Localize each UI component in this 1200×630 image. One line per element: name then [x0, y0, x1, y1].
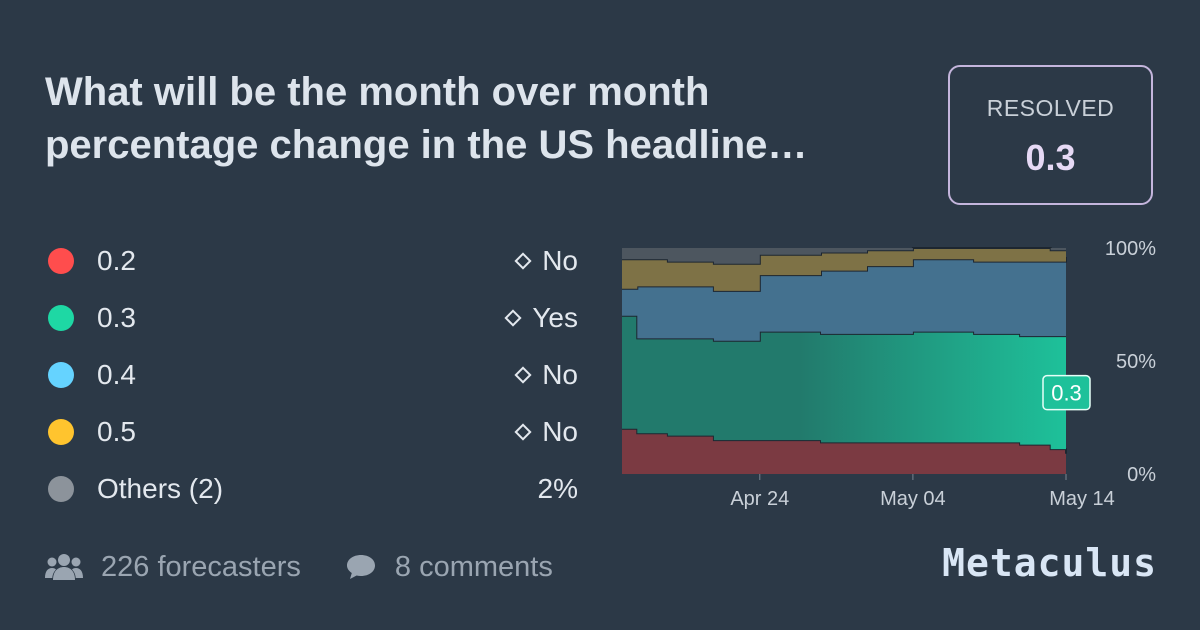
- resolution-label: RESOLVED: [986, 95, 1115, 121]
- option-row-0-3[interactable]: 0.3 Yes: [48, 289, 580, 346]
- option-row-0-2[interactable]: 0.2 No: [48, 232, 580, 289]
- option-status-text: Yes: [532, 302, 578, 333]
- option-label: 0.2: [97, 245, 136, 276]
- options-legend: 0.2 No 0.3 Yes 0.4 No 0.5 No Others (2): [48, 232, 580, 517]
- option-color-dot: [48, 362, 74, 388]
- option-status: No: [514, 359, 578, 391]
- highlight-label: 0.3: [1051, 381, 1082, 406]
- x-tick-label: May 04: [880, 488, 946, 510]
- option-row-0-5[interactable]: 0.5 No: [48, 403, 580, 460]
- stats-footer: 226 forecasters 8 comments: [45, 545, 597, 589]
- option-status-text: No: [542, 416, 578, 447]
- option-color-dot: [48, 476, 74, 502]
- diamond-icon: [514, 252, 532, 270]
- question-title[interactable]: What will be the month over month percen…: [45, 70, 808, 167]
- highlight-badge: [1042, 374, 1091, 411]
- metaculus-logo[interactable]: Metaculus: [942, 541, 1157, 585]
- diamond-icon: [504, 309, 522, 327]
- resolution-badge: RESOLVED 0.3: [948, 65, 1153, 205]
- diamond-icon: [514, 366, 532, 384]
- option-color-dot: [48, 305, 74, 331]
- comments-count[interactable]: 8 comments: [394, 550, 553, 583]
- forecast-chart[interactable]: 100% 50% 0% Apr 24 May 04 May 14 0.3: [600, 230, 1180, 520]
- option-status-text: 2%: [537, 473, 578, 504]
- comment-icon: [346, 555, 375, 579]
- option-color-dot: [48, 248, 74, 274]
- x-tick-label: Apr 24: [730, 488, 789, 510]
- y-tick-label: 50%: [1116, 351, 1156, 373]
- option-row-others[interactable]: Others (2) 2%: [48, 460, 580, 517]
- area-series-0-5: [622, 248, 1066, 291]
- y-tick-label: 0%: [1127, 464, 1156, 486]
- option-status-text: No: [542, 359, 578, 390]
- option-color-dot: [48, 419, 74, 445]
- option-status: 2%: [538, 473, 578, 505]
- y-tick-label: 100%: [1105, 238, 1156, 260]
- area-series-0-2: [622, 428, 1066, 474]
- area-series-0-3: [622, 315, 1066, 454]
- option-status: No: [514, 245, 578, 277]
- option-label: 0.5: [97, 416, 136, 447]
- diamond-icon: [514, 423, 532, 441]
- forecasters-count: 226 forecasters: [101, 550, 301, 583]
- forecast-chart-svg: 100% 50% 0% Apr 24 May 04 May 14 0.3: [622, 238, 1156, 510]
- users-icon: [45, 554, 83, 580]
- area-series-0-4: [622, 257, 1066, 341]
- option-label: Others (2): [97, 473, 224, 504]
- resolution-value: 0.3: [1025, 137, 1076, 178]
- option-status: Yes: [504, 302, 578, 334]
- area-series-others: [622, 248, 1066, 264]
- option-status-text: No: [542, 245, 578, 276]
- option-label: 0.4: [97, 359, 136, 390]
- option-status: No: [514, 416, 578, 448]
- x-tick-label: May 14: [1049, 488, 1115, 510]
- option-label: 0.3: [97, 302, 136, 333]
- option-row-0-4[interactable]: 0.4 No: [48, 346, 580, 403]
